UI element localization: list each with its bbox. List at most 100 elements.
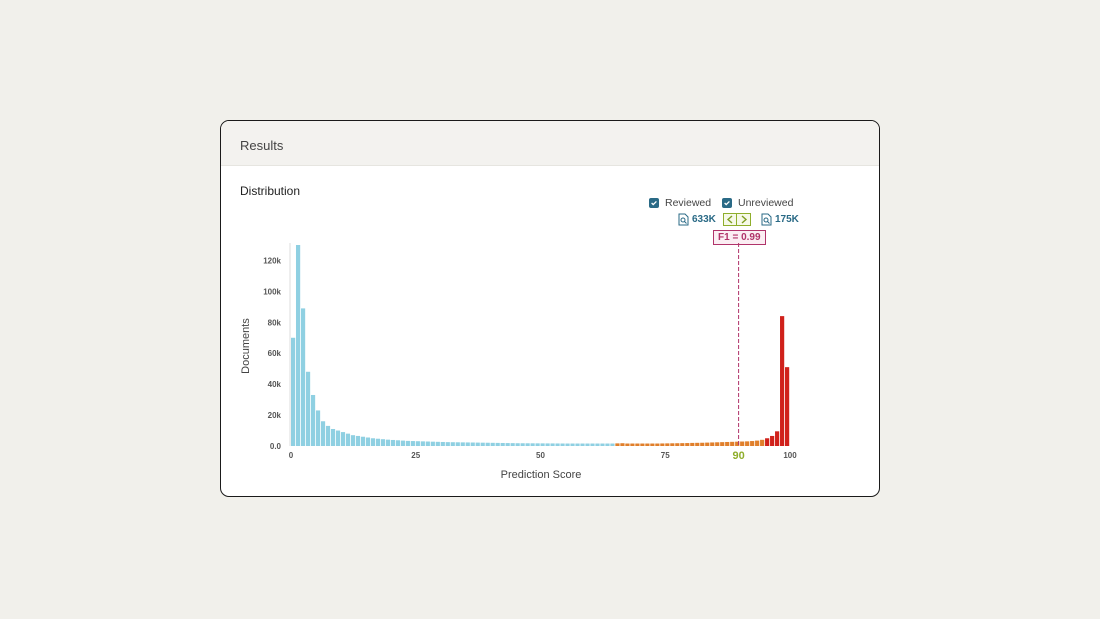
- card-title: Results: [240, 138, 284, 153]
- chart-bar: [365, 437, 371, 446]
- check-icon[interactable]: [649, 198, 659, 208]
- chart-bar: [325, 425, 331, 446]
- legend-reviewed[interactable]: Reviewed: [649, 197, 711, 209]
- chart-bar: [310, 394, 316, 446]
- chart-bar: [580, 443, 585, 446]
- chart-bar: [350, 435, 356, 446]
- chart-bar: [610, 443, 615, 446]
- y-tick-label: 0.0: [270, 442, 282, 451]
- chart-bar: [775, 431, 780, 446]
- legend-unreviewed[interactable]: Unreviewed: [722, 197, 793, 209]
- chart-bar: [300, 308, 306, 446]
- chart-bar: [470, 442, 475, 446]
- chart-bar: [595, 443, 600, 446]
- card-header: Results: [221, 121, 879, 166]
- count-below-threshold[interactable]: 633K: [678, 213, 716, 226]
- chart-bar: [400, 440, 405, 446]
- chart-bar: [460, 442, 465, 446]
- chart-bar: [710, 442, 715, 446]
- chart-bar: [640, 443, 645, 446]
- chart-bar: [455, 442, 460, 446]
- chart-bar: [385, 439, 390, 446]
- x-tick-label: 75: [661, 451, 670, 460]
- threshold-increase-button[interactable]: [737, 213, 751, 226]
- x-tick-label: 100: [783, 451, 797, 460]
- threshold-stepper[interactable]: [723, 213, 751, 226]
- chart-bar: [390, 439, 395, 446]
- chart-bar: [380, 439, 386, 446]
- chart-bar: [705, 442, 710, 446]
- chart-bar: [305, 371, 311, 446]
- chart-bar: [485, 442, 490, 446]
- chart-bar: [585, 443, 590, 446]
- chart-bar: [415, 441, 420, 446]
- x-tick-label: 50: [536, 451, 545, 460]
- chart-bar: [530, 443, 535, 446]
- chart-bar: [525, 443, 530, 446]
- chart-bar: [535, 443, 540, 446]
- chart-bar: [505, 443, 510, 446]
- chart-bar: [715, 442, 720, 446]
- chart-bar: [565, 443, 570, 446]
- count-above-value: 175K: [775, 214, 799, 225]
- chart-bar: [665, 443, 670, 446]
- chart-bar: [520, 443, 525, 446]
- chart-bar: [405, 440, 410, 446]
- legend-reviewed-label: Reviewed: [665, 197, 712, 209]
- chart-bar: [570, 443, 575, 446]
- y-tick-label: 120k: [263, 256, 281, 265]
- chart-bar: [590, 443, 595, 446]
- chart-bar: [540, 443, 545, 446]
- distribution-chart: 0.0 20k 40k 60k 80k 100k 120k 0 25 50 75 100 90 Predi…: [240, 243, 797, 481]
- chart-bar: [670, 443, 675, 446]
- chart-bar: [330, 428, 336, 446]
- y-tick-label: 40k: [268, 380, 282, 389]
- x-axis-title: Prediction Score: [501, 469, 582, 481]
- chart-bar: [335, 430, 341, 446]
- chart-bar: [735, 441, 740, 446]
- y-tick-label: 60k: [268, 349, 282, 358]
- chart-bar: [360, 436, 366, 446]
- x-tick-label: 0: [289, 451, 294, 460]
- count-above-threshold[interactable]: 175K: [761, 213, 799, 226]
- y-axis-title: Documents: [240, 318, 252, 374]
- section-title: Distribution: [240, 184, 301, 198]
- chart-bar: [685, 443, 690, 446]
- chart-bar: [550, 443, 555, 446]
- chart-bar: [395, 440, 400, 446]
- chart-bar: [575, 443, 580, 446]
- x-tick-label: 25: [411, 451, 420, 460]
- chart-bar: [450, 442, 455, 446]
- chart-bar: [700, 442, 705, 446]
- chart-bar: [375, 438, 381, 446]
- chart-bar: [740, 441, 745, 446]
- chart-bar: [320, 421, 326, 446]
- chart-bar: [770, 435, 775, 446]
- chart-bar: [600, 443, 605, 446]
- chart-bar: [765, 438, 770, 446]
- chart-bar: [635, 443, 640, 446]
- chart-bar: [475, 442, 480, 446]
- chart-bar: [645, 443, 650, 446]
- chart-bar: [435, 441, 440, 446]
- check-icon[interactable]: [722, 198, 732, 208]
- chart-bar: [490, 442, 495, 446]
- chart-bar: [690, 442, 695, 446]
- f1-badge: F1 = 0.99: [713, 230, 766, 245]
- chart-bar: [315, 410, 321, 446]
- threshold-label: 90: [732, 450, 744, 462]
- chart-bar: [465, 442, 470, 446]
- chart-bar: [785, 367, 790, 446]
- count-below-value: 633K: [692, 214, 716, 225]
- chart-bar: [780, 316, 785, 446]
- chart-bar: [725, 441, 730, 446]
- chart-bar: [480, 442, 485, 446]
- threshold-decrease-button[interactable]: [723, 213, 737, 226]
- chart-bar: [495, 442, 500, 446]
- chart-bar: [440, 441, 445, 446]
- chart-bar: [355, 435, 361, 446]
- chart-bar: [650, 443, 655, 446]
- chevron-right-icon: [741, 215, 747, 224]
- chart-bar: [425, 441, 430, 446]
- chart-bar: [340, 432, 346, 446]
